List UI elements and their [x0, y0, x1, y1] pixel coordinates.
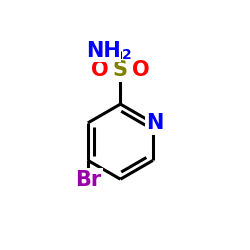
Text: S: S — [113, 60, 128, 80]
Text: NH: NH — [86, 41, 120, 61]
Text: Br: Br — [75, 170, 101, 190]
Text: O: O — [92, 60, 109, 80]
Text: N: N — [146, 113, 164, 133]
Text: O: O — [132, 60, 150, 80]
Text: 2: 2 — [122, 48, 131, 62]
